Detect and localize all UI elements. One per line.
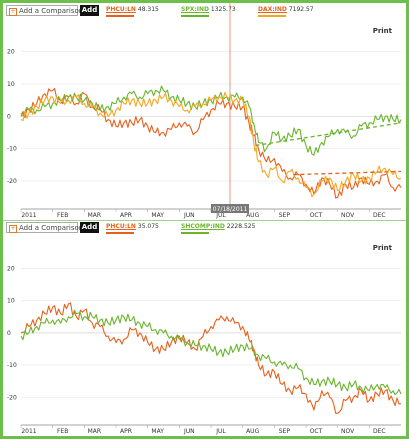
legend-swatch: [258, 15, 286, 17]
x-tick-label: OCT: [310, 212, 323, 219]
trendline[interactable]: [293, 170, 402, 176]
legend-swatch: [181, 15, 209, 17]
x-tick-label: DEC: [373, 212, 386, 219]
trendline[interactable]: [255, 122, 402, 147]
add-comparison-placeholder: Add a Comparison: [19, 7, 84, 15]
y-tick-label: 0: [7, 330, 11, 337]
series-line-shcomp-ind[interactable]: [20, 309, 402, 396]
series-line-dax-ind[interactable]: [20, 91, 402, 198]
series-line-phcu-ln[interactable]: [20, 302, 402, 414]
x-tick-label: 2011: [21, 212, 36, 219]
crosshair-date-label: 07/18/2011: [213, 206, 248, 213]
y-tick-label: 10: [7, 81, 15, 88]
legend-swatch: [181, 232, 209, 234]
x-tick-label: AUG: [246, 428, 259, 435]
x-tick-label: AUG: [246, 212, 259, 219]
x-tick-label: NOV: [341, 428, 355, 435]
chart-plot-bottom[interactable]: 20 10 0 -10 -20 2011 FEB MAR APR MAY JUN JUL AUG SEP O…: [3, 220, 406, 436]
x-tick-label: JUN: [183, 212, 195, 219]
y-tick-label: 0: [7, 113, 11, 120]
add-comparison-placeholder: Add a Comparison: [19, 224, 84, 232]
y-tick-label: 10: [7, 298, 15, 305]
chart-panel-bottom: + Add a Comparison Add PHCU:LN 35.075 SHC…: [3, 220, 406, 436]
x-tick-label: JUL: [215, 428, 226, 435]
x-tick-label: NOV: [341, 212, 355, 219]
add-comparison-input[interactable]: + Add a Comparison: [6, 222, 83, 233]
print-button[interactable]: Print: [372, 244, 392, 252]
x-tick-label: SEP: [279, 428, 291, 435]
x-tick-label: MAR: [88, 428, 101, 435]
x-tick-label: MAY: [151, 428, 164, 435]
x-tick-label: DEC: [373, 428, 386, 435]
x-tick-label: MAR: [88, 212, 101, 219]
x-tick-label: JUN: [183, 428, 195, 435]
x-tick-label: FEB: [57, 212, 68, 219]
x-tick-label: OCT: [310, 428, 323, 435]
x-tick-label: APR: [120, 428, 132, 435]
legend-item-spx[interactable]: SPX:IND 1325.73: [181, 6, 236, 17]
chart-toolbar: + Add a Comparison Add PHCU:LN 48.315 SPX…: [3, 3, 406, 17]
add-button[interactable]: Add: [80, 222, 99, 233]
legend-swatch: [106, 15, 134, 17]
legend-item-dax[interactable]: DAX:IND 7192.57: [258, 6, 314, 17]
y-tick-label: 20: [7, 266, 15, 273]
legend-item-phcu[interactable]: PHCU:LN 35.075: [106, 223, 159, 234]
x-tick-label: APR: [120, 212, 132, 219]
panel-divider: [3, 220, 406, 221]
chart-plot-top[interactable]: 20 10 0 -10 -20 2011 FEB MAR APR MAY JUN JUL AUG SEP O…: [3, 3, 406, 220]
add-button[interactable]: Add: [80, 5, 99, 16]
chart-toolbar: + Add a Comparison Add PHCU:LN 35.075 SHC…: [3, 220, 406, 234]
add-comparison-input[interactable]: + Add a Comparison: [6, 5, 83, 16]
y-tick-label: -20: [7, 394, 17, 401]
x-tick-label: 2011: [21, 428, 36, 435]
y-tick-label: -10: [7, 146, 17, 153]
print-button[interactable]: Print: [372, 27, 392, 35]
chart-panel-top: + Add a Comparison Add PHCU:LN 48.315 SPX…: [3, 3, 406, 220]
y-tick-label: 20: [7, 49, 15, 56]
series-line-phcu-ln[interactable]: [20, 87, 402, 199]
legend-item-shcomp[interactable]: SHCOMP:IND 2228.525: [181, 223, 255, 234]
y-tick-label: -10: [7, 362, 17, 369]
x-tick-label: JUL: [215, 212, 226, 219]
x-tick-label: MAY: [151, 212, 164, 219]
series-line-spx-ind[interactable]: [20, 85, 402, 156]
x-tick-label: FEB: [57, 428, 68, 435]
crosshair-date-box: [211, 204, 249, 213]
add-comparison-icon: +: [9, 225, 17, 233]
x-tick-label: SEP: [279, 212, 291, 219]
legend-swatch: [106, 232, 134, 234]
legend-item-phcu[interactable]: PHCU:LN 48.315: [106, 6, 159, 17]
add-comparison-icon: +: [9, 8, 17, 16]
y-tick-label: -20: [7, 178, 17, 185]
